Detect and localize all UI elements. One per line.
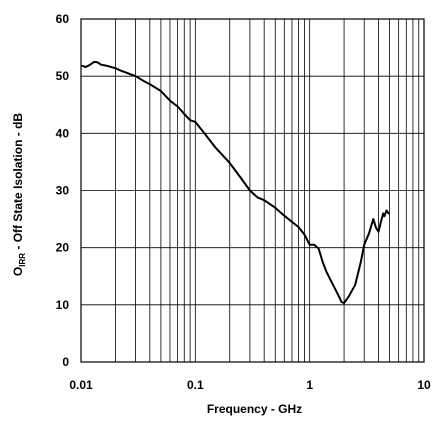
x-tick-label: 1 [306, 378, 313, 392]
series-line-1 [81, 60, 390, 305]
y-tick-label: 20 [56, 241, 70, 255]
y-tick-label: 30 [56, 184, 70, 198]
y-axis-label-main: O [11, 267, 25, 276]
y-tick-label: 50 [56, 69, 70, 83]
plot-frame [80, 18, 425, 363]
grid [81, 19, 424, 362]
x-tick-label: 10 [417, 378, 431, 392]
x-tick-label: 0.01 [69, 378, 93, 392]
y-tick-labels: 0 10 20 30 40 50 60 [56, 12, 70, 369]
x-tick-labels: 0.01 0.1 1 10 [69, 378, 431, 392]
y-tick-label: 60 [56, 12, 70, 26]
series-group [81, 60, 390, 305]
y-axis-label-subscript: IRR [18, 253, 27, 267]
y-tick-label: 10 [56, 298, 70, 312]
y-axis-label-rest: - Off State Isolation - dB [11, 113, 25, 253]
y-tick-label: 0 [62, 355, 69, 369]
y-axis-label: OIRR - Off State Isolation - dB [11, 113, 27, 276]
y-tick-label: 40 [56, 126, 70, 140]
x-tick-label: 0.1 [187, 378, 204, 392]
x-axis-label: Frequency - GHz [207, 402, 302, 416]
plot-border [80, 18, 425, 363]
